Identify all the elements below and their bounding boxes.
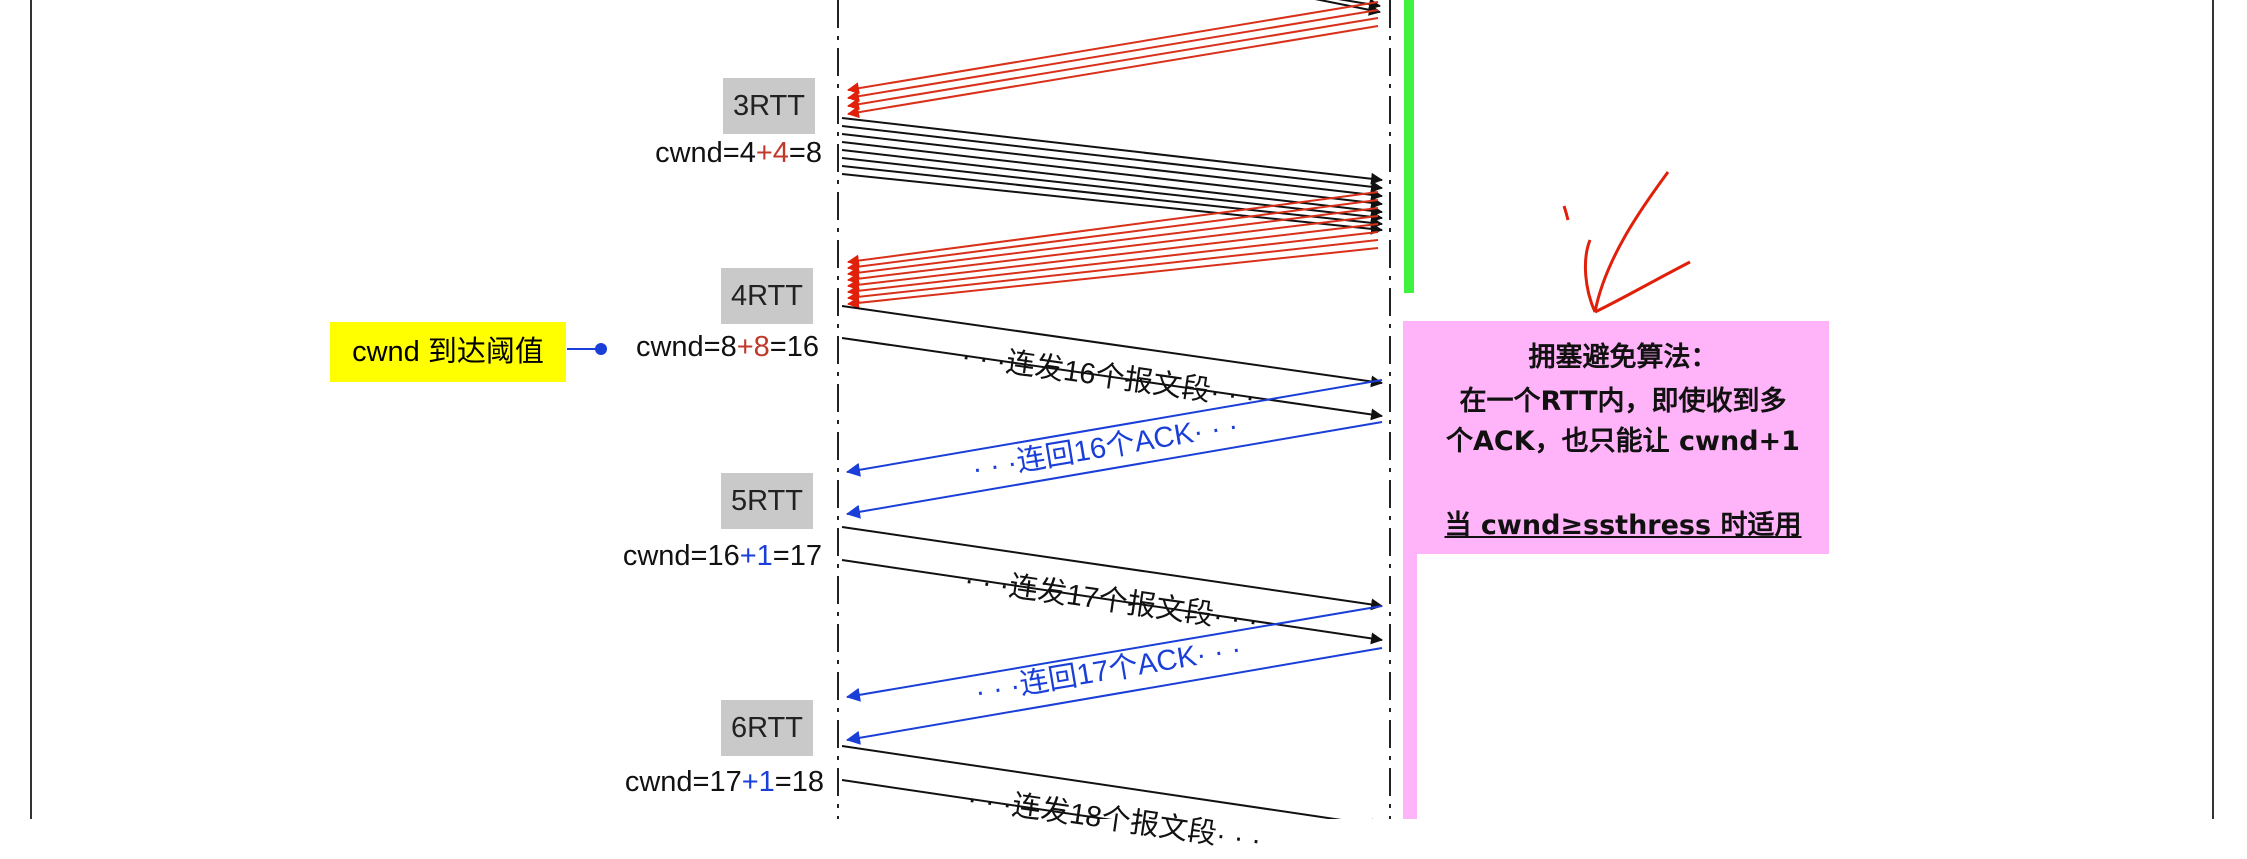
- cwnd-line-6rtt: cwnd=17+1=18: [625, 766, 824, 799]
- ack-arrow-17b: [846, 647, 1383, 745]
- cwnd-line-4rtt: cwnd=8+8=16: [636, 331, 819, 364]
- send-arrow: [841, 141, 1383, 209]
- cwnd-suffix: =8: [788, 137, 822, 169]
- cwnd-suffix: =18: [774, 766, 824, 798]
- send-arrow: [841, 149, 1383, 217]
- ack-arrow-16b: [846, 421, 1383, 519]
- send-arrow: [841, 125, 1383, 193]
- ack-arrow: [847, 191, 1379, 267]
- green-progress-bar: [1404, 0, 1414, 293]
- send-arrow-18b: [841, 779, 1113, 819]
- cwnd-suffix: =16: [769, 331, 819, 363]
- rtt-label-3: 3RTT: [723, 78, 815, 134]
- cwnd-line-5rtt: cwnd=16+1=17: [623, 540, 822, 573]
- ack-arrow: [847, 231, 1379, 297]
- panel-line-3: 当 cwnd≥ssthress 时适用: [1444, 510, 1802, 541]
- ack-arrow: [847, 207, 1379, 279]
- cwnd-increment: +1: [741, 766, 775, 798]
- send-arrow-18a: [841, 745, 1383, 819]
- send-arrow: [841, 165, 1383, 229]
- ack-arrow: [847, 1, 1379, 95]
- sequence-arrows: [567, 0, 1691, 819]
- left-frame-line: [30, 0, 32, 819]
- send-arrow: [841, 157, 1383, 223]
- panel-line-1: 在一个RTT内，即使收到多: [1459, 386, 1787, 417]
- rtt-label-6: 6RTT: [721, 700, 813, 756]
- ack-arrow: [847, 199, 1379, 273]
- panel-line-2: 个ACK，也只能让 cwnd+1: [1446, 426, 1800, 457]
- ack-arrow: [847, 215, 1379, 285]
- send-arrow: [841, 173, 1383, 235]
- cwnd-prefix: cwnd=8: [635, 331, 737, 363]
- rtt-label-4: 4RTT: [721, 268, 813, 324]
- cwnd-increment: +8: [736, 331, 770, 363]
- ack-arrow-17a: [846, 605, 1383, 702]
- ack-arrow: [847, 223, 1379, 291]
- handwritten-arrow: [1584, 171, 1691, 314]
- send-arrow-17b: [841, 559, 1383, 645]
- panel-title: 拥塞避免算法：: [1528, 342, 1718, 373]
- ack-arrow: [847, 17, 1379, 111]
- cwnd-increment: +4: [755, 137, 789, 169]
- send-arrow: [841, 133, 1383, 201]
- send-arrow-16a: [841, 305, 1383, 388]
- send-arrow-17a: [841, 526, 1383, 611]
- ack-arrow-16a: [846, 379, 1383, 477]
- ack-arrow: [847, 247, 1379, 309]
- rtt-label-5: 5RTT: [721, 473, 813, 529]
- cwnd-increment: +1: [739, 540, 773, 572]
- ack-arrow: [847, 239, 1379, 303]
- ack-arrow: [847, 25, 1379, 119]
- ack-fan-4rtt: [847, 191, 1379, 309]
- handwritten-mark: [1562, 205, 1570, 221]
- tcp-congestion-diagram: 3RTT 4RTT 5RTT 6RTT cwnd=4+4=8 cwnd=8+8=…: [30, 0, 2214, 857]
- pink-side-strip: [1403, 321, 1417, 819]
- cwnd-line-3rtt: cwnd=4+4=8: [655, 137, 822, 170]
- threshold-dot: [595, 343, 607, 355]
- send-arrow-16b: [841, 337, 1383, 421]
- congestion-avoidance-panel: 拥塞避免算法： 在一个RTT内，即使收到多 个ACK，也只能让 cwnd+1 当…: [1417, 321, 1829, 554]
- ack-fan-3rtt: [847, 1, 1379, 119]
- right-frame-line: [2212, 0, 2214, 819]
- cwnd-suffix: =17: [772, 540, 822, 572]
- send-arrow: [841, 117, 1383, 185]
- send-fan-3rtt: [841, 117, 1383, 235]
- cwnd-prefix: cwnd=4: [655, 137, 756, 169]
- cwnd-prefix: cwnd=16: [622, 540, 740, 572]
- ack-arrow: [847, 9, 1379, 103]
- top-black-arrow: [1314, 0, 1381, 16]
- cwnd-prefix: cwnd=17: [624, 766, 742, 798]
- threshold-note: cwnd 到达阈值: [330, 322, 566, 382]
